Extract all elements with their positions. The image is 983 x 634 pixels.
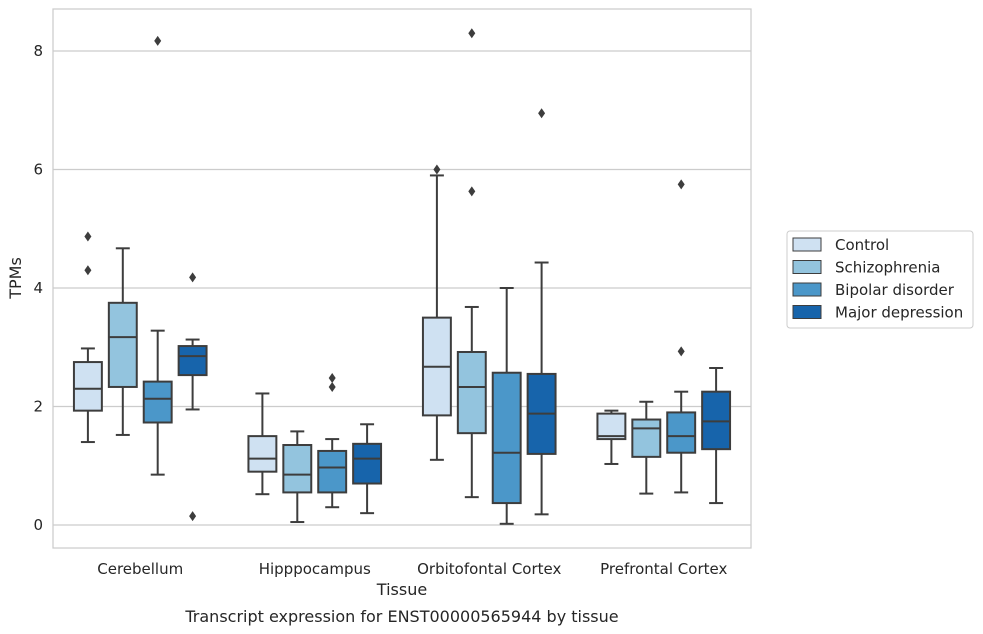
- x-tick-label: Hipppocampus: [259, 560, 371, 578]
- box-0-2: [142, 35, 173, 476]
- y-tick-labels: 0 2 4 6 8: [33, 42, 43, 534]
- iqr-box: [72, 361, 103, 412]
- legend-frame: [786, 230, 974, 329]
- outlier-point: [433, 164, 441, 175]
- y-tick-label: 4: [33, 279, 43, 297]
- box-2-2: [491, 287, 522, 525]
- box-series: [72, 28, 732, 525]
- outlier-point: [154, 35, 162, 46]
- iqr-box: [107, 301, 138, 388]
- box-0-0: [72, 231, 103, 444]
- outlier-point: [328, 373, 336, 384]
- legend-label: Bipolar disorder: [835, 281, 955, 299]
- plot-frame: [52, 8, 752, 549]
- outlier-point: [468, 186, 476, 197]
- outlier-point: [468, 28, 476, 39]
- iqr-box: [596, 412, 627, 441]
- outlier-point: [677, 179, 685, 190]
- y-tick-label: 6: [33, 161, 43, 179]
- y-tick-label: 2: [33, 398, 43, 416]
- outlier-point: [189, 272, 197, 283]
- outlier-point: [84, 265, 92, 276]
- x-tick-labels: Cerebellum Hipppocampus Orbitofontal Corte…: [97, 560, 727, 578]
- box-1-3: [352, 423, 383, 515]
- iqr-box: [177, 345, 208, 377]
- iqr-box: [666, 411, 697, 454]
- legend-label: Schizophrenia: [835, 259, 940, 277]
- iqr-box: [282, 444, 313, 494]
- legend-swatch: [792, 305, 822, 319]
- x-tick-label: Orbitofontal Cortex: [417, 560, 561, 578]
- iqr-box: [317, 449, 348, 494]
- box-0-3: [177, 272, 208, 522]
- iqr-box: [456, 350, 487, 435]
- box-2-0: [421, 164, 452, 461]
- y-axis-label: TPMs: [6, 257, 25, 300]
- legend-label: Major depression: [835, 304, 963, 322]
- legend: Control Schizophrenia Bipolar disorder Majo…: [786, 230, 974, 329]
- legend-label: Control: [835, 236, 889, 254]
- box-0-1: [107, 247, 138, 436]
- box-1-2: [317, 373, 348, 509]
- outlier-point: [328, 381, 336, 392]
- x-axis-label: Tissue: [376, 580, 427, 599]
- chart-caption: Transcript expression for ENST0000056594…: [184, 607, 618, 626]
- iqr-box: [491, 371, 522, 505]
- outlier-point: [189, 511, 197, 522]
- iqr-box: [247, 435, 278, 473]
- legend-swatch: [792, 282, 822, 297]
- box-3-3: [701, 366, 732, 505]
- box-1-1: [282, 430, 313, 524]
- box-2-1: [456, 28, 487, 499]
- box-1-0: [247, 392, 278, 496]
- iqr-box: [631, 418, 662, 458]
- box-3-0: [596, 409, 627, 465]
- box-3-2: [666, 179, 697, 494]
- outlier-point: [677, 346, 685, 357]
- outlier-point: [84, 231, 92, 242]
- box-3-1: [631, 400, 662, 495]
- y-tick-label: 0: [33, 516, 43, 534]
- x-tick-label: Cerebellum: [97, 560, 183, 578]
- outlier-point: [538, 108, 546, 119]
- x-tick-label: Prefrontal Cortex: [600, 560, 727, 578]
- iqr-box: [352, 442, 383, 485]
- legend-swatch: [792, 260, 822, 274]
- box-2-3: [526, 108, 557, 516]
- iqr-box: [142, 380, 173, 424]
- y-tick-label: 8: [33, 42, 43, 60]
- legend-swatch: [792, 237, 822, 252]
